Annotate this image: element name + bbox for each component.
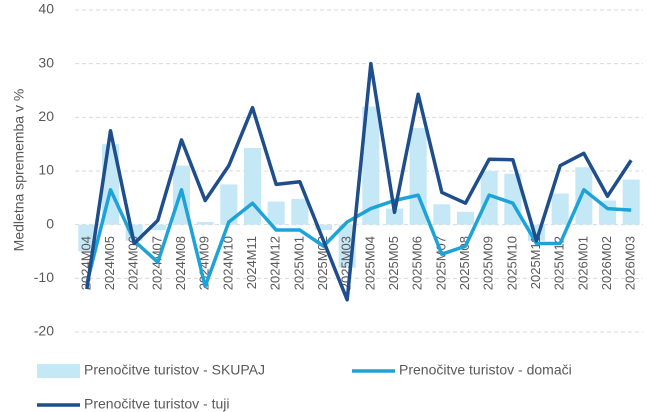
- bar: [78, 224, 96, 252]
- legend-label: Prenočitve turistov - tuji: [84, 396, 230, 412]
- y-tick-label: 40: [38, 1, 54, 17]
- y-tick-label: -10: [34, 269, 54, 285]
- x-tick-label: 2025M11: [528, 236, 543, 289]
- y-axis-label: Medletna sprememba v %: [11, 89, 27, 252]
- x-tick-label: 2025M12: [552, 236, 567, 290]
- legend-label: Prenočitve turistov - domači: [399, 362, 572, 378]
- x-tick-label: 2026M03: [623, 236, 638, 290]
- bar: [433, 204, 451, 225]
- bar: [314, 224, 333, 231]
- y-tick-label: 30: [38, 54, 54, 70]
- bar: [575, 167, 593, 225]
- line: [85, 61, 633, 302]
- bar: [551, 193, 569, 225]
- x-tick-label: 2024M06: [126, 236, 141, 290]
- bar: [385, 208, 404, 225]
- x-tick-label: 2025M04: [362, 236, 377, 290]
- x-tick-label: 2025M08: [457, 236, 472, 290]
- line: [85, 188, 632, 289]
- y-tick-label: 10: [38, 162, 54, 178]
- bar: [456, 211, 475, 225]
- bar: [267, 201, 285, 225]
- x-tick-label: 2025M07: [433, 236, 448, 290]
- x-tick-label: 2024M08: [173, 236, 188, 290]
- x-tick-label: 2024M05: [102, 236, 117, 290]
- bar: [291, 198, 309, 225]
- y-tick-label: 20: [38, 108, 54, 124]
- y-tick-label: 0: [46, 215, 54, 231]
- x-tick-label: 2024M12: [268, 236, 283, 290]
- bar: [149, 224, 167, 231]
- x-tick-label: 2025M06: [410, 236, 425, 290]
- bar: [243, 147, 262, 225]
- x-tick-label: 2026M02: [599, 236, 614, 290]
- x-tick-label: 2025M05: [386, 236, 401, 290]
- y-tick-label: -20: [34, 323, 54, 339]
- x-tick-label: 2026M01: [575, 236, 590, 290]
- x-tick-label: 2024M11: [244, 236, 259, 289]
- bar: [622, 179, 640, 225]
- bar: [409, 128, 427, 225]
- x-tick-label: 2025M01: [291, 236, 306, 290]
- x-tick-label: 2025M09: [481, 236, 496, 290]
- bar: [196, 221, 214, 225]
- x-tick-label: 2025M10: [504, 236, 519, 290]
- bar: [362, 106, 380, 225]
- x-tick-label: 2024M10: [220, 236, 235, 290]
- legend-label: Prenočitve turistov - SKUPAJ: [84, 362, 265, 378]
- legend-swatch: [37, 364, 80, 378]
- bar: [220, 184, 238, 225]
